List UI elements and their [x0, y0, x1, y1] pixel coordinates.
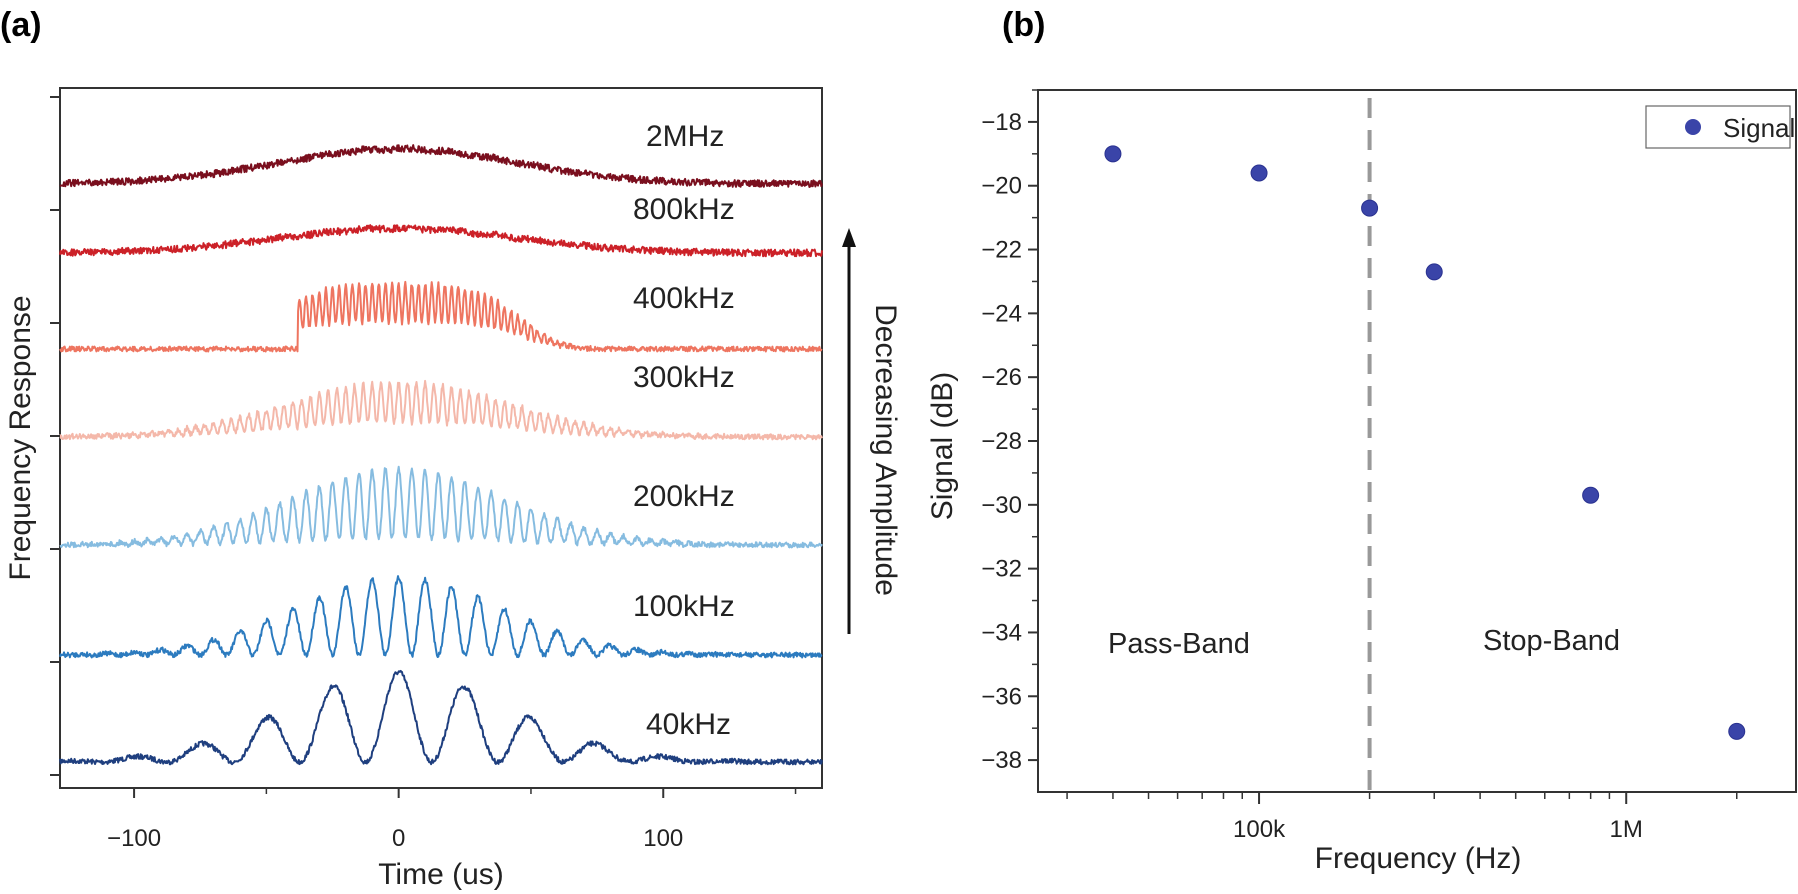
panel-b-points	[1104, 145, 1746, 740]
panel-a-trace-labels: 40kHz 100kHz 200kHz 300kHz 400kHz 800kHz 2MHz	[633, 120, 735, 741]
panel-b-x-axis-title: Frequency (Hz)	[1315, 842, 1522, 875]
panel-a: 40kHz100kHz200kHz300kHz400kHz800kHz2MHz …	[4, 87, 902, 891]
panel-b-x-tick-label: 1M	[1610, 816, 1643, 843]
signal-point	[1425, 263, 1443, 281]
panel-b-y-tick-label: −22	[981, 237, 1022, 264]
signal-point	[1361, 199, 1379, 217]
decreasing-amplitude-label: Decreasing Amplitude	[869, 304, 902, 596]
panel-b-y-tick-label: −20	[981, 173, 1022, 200]
panel-b-y-tick-label: −24	[981, 300, 1022, 327]
legend-box	[1645, 105, 1791, 149]
signal-point	[1582, 486, 1600, 504]
legend-label: Signal	[1723, 113, 1795, 143]
panel-a-x-tick-label: 0	[392, 825, 405, 852]
arrow-head-icon	[842, 228, 856, 247]
signal-point	[1250, 164, 1268, 182]
trace-label-200kHz: 200kHz	[633, 480, 735, 513]
trace-label-100kHz: 100kHz	[633, 590, 735, 623]
trace-100kHz	[59, 575, 823, 659]
trace-300kHz	[59, 379, 823, 441]
trace-200kHz	[59, 465, 823, 549]
panel-b-y-tick-label: −38	[981, 747, 1022, 774]
trace-label-800kHz: 800kHz	[633, 193, 735, 226]
panel-b-y-axis-title: Signal (dB)	[926, 372, 959, 520]
trace-label-2MHz: 2MHz	[646, 120, 724, 153]
trace-400kHz	[59, 280, 823, 353]
trace-label-400kHz: 400kHz	[633, 282, 735, 315]
panel-b-y-ticks: −38 −36 −34 −32 −30 −28 −26 −24 −22 −20 −18	[981, 89, 1038, 774]
panel-b-x-ticks: 100k 1M	[1066, 792, 1738, 843]
panel-b-y-tick-label: −26	[981, 364, 1022, 391]
trace-40kHz	[59, 669, 823, 766]
stop-band-label: Stop-Band	[1483, 625, 1620, 657]
panel-a-y-ticks	[50, 96, 60, 776]
panel-a-label: (a)	[0, 6, 42, 44]
panel-a-y-axis-title: Frequency Response	[4, 295, 37, 580]
trace-2MHz	[59, 144, 823, 188]
panel-b-y-tick-label: −30	[981, 492, 1022, 519]
panel-a-x-ticks: −100 0 100	[107, 788, 797, 852]
signal-point	[1104, 145, 1122, 163]
panel-a-x-tick-label: 100	[643, 825, 683, 852]
panel-b-x-tick-label: 100k	[1233, 816, 1286, 843]
panel-b-y-tick-label: −18	[981, 109, 1022, 136]
panel-b-y-tick-label: −34	[981, 619, 1022, 646]
legend: Signal	[1645, 105, 1795, 149]
panel-a-x-axis-title: Time (us)	[378, 858, 504, 891]
trace-800kHz	[59, 224, 823, 258]
panel-a-traces	[59, 144, 823, 766]
panel-b-label: (b)	[1002, 6, 1045, 44]
panel-a-x-tick-label: −100	[107, 825, 161, 852]
panel-b-y-tick-label: −36	[981, 683, 1022, 710]
pass-band-label: Pass-Band	[1108, 628, 1250, 660]
panel-b-y-tick-label: −32	[981, 556, 1022, 583]
signal-point	[1728, 722, 1746, 740]
panel-b-frame	[1037, 89, 1797, 793]
panel-b: −38 −36 −34 −32 −30 −28 −26 −24 −22 −20 −18 100k 1M…	[926, 89, 1797, 875]
legend-marker-icon	[1685, 119, 1701, 135]
trace-label-40kHz: 40kHz	[646, 708, 731, 741]
trace-label-300kHz: 300kHz	[633, 361, 735, 394]
panel-b-y-tick-label: −28	[981, 428, 1022, 455]
